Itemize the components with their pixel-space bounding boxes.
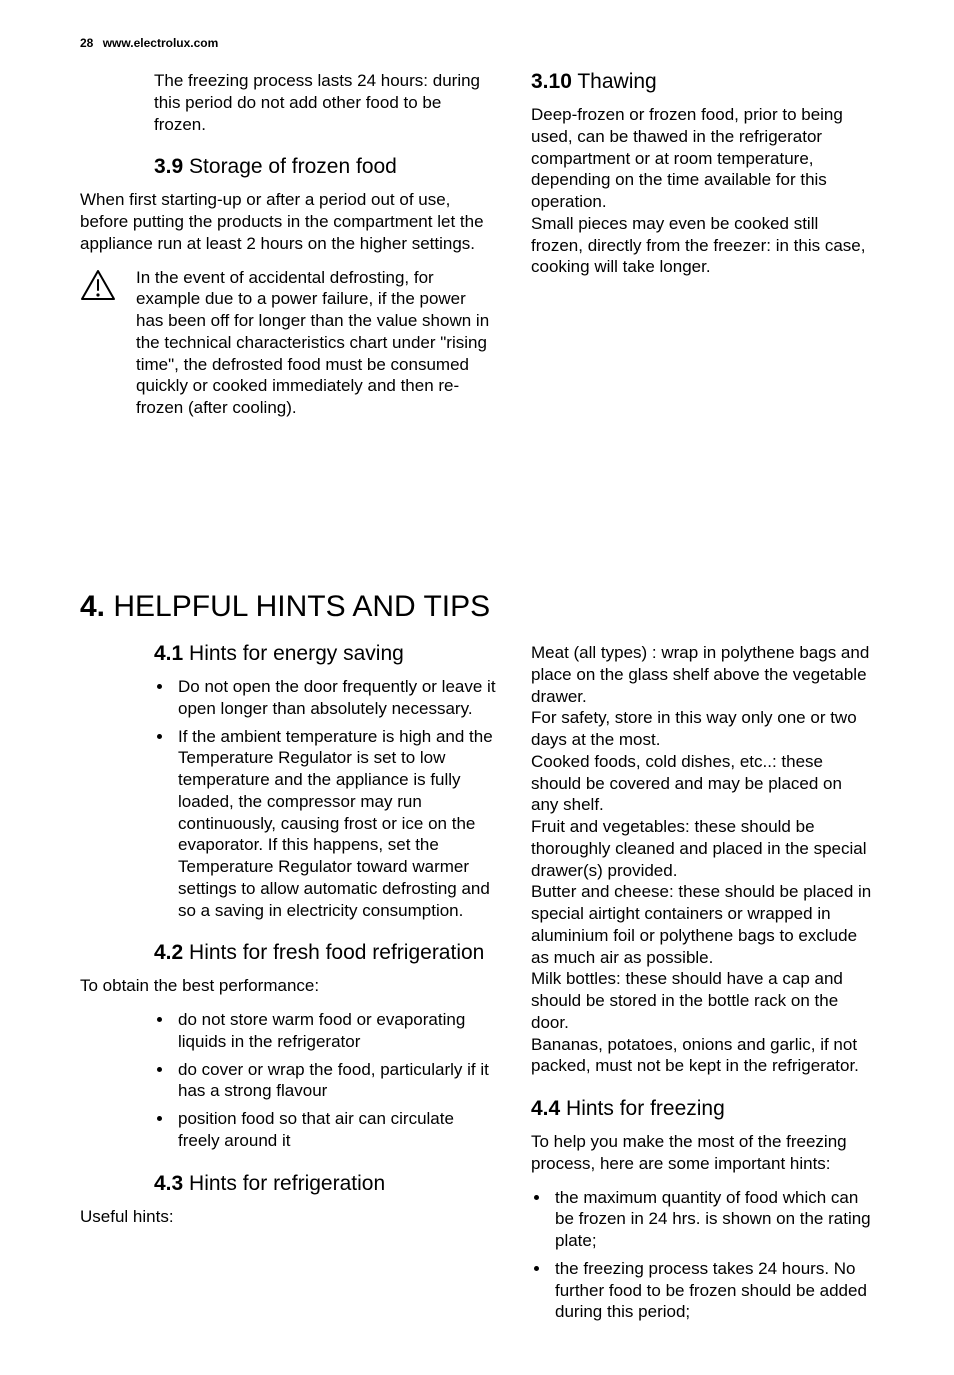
para-milk: Milk bottles: these should have a cap an… [531,968,874,1033]
page-header: 28 www.electrolux.com [80,36,874,50]
s310-p1: Deep-frozen or frozen food, prior to bei… [531,104,874,213]
heading-4-3-num: 4.3 [154,1172,183,1195]
s42-p1: To obtain the best performance: [80,975,497,997]
heading-3-10-title: Thawing [577,70,656,93]
heading-section-4-title: HELPFUL HINTS AND TIPS [113,590,490,623]
list-item: position food so that air can circulate … [174,1108,497,1152]
para-safety: For safety, store in this way only one o… [531,707,874,751]
para-meat: Meat (all types) : wrap in polythene bag… [531,642,874,707]
s42-bullets: do not store warm food or evaporating li… [154,1009,497,1152]
freezing-intro: The freezing process lasts 24 hours: dur… [154,70,497,135]
heading-4-2-title: Hints for fresh food refrigeration [189,941,484,964]
heading-4-2-num: 4.2 [154,941,183,964]
heading-section-4-num: 4. [80,590,105,623]
top-left-column: The freezing process lasts 24 hours: dur… [80,70,497,550]
para-bananas: Bananas, potatoes, onions and garlic, if… [531,1034,874,1078]
s44-bullets: the maximum quantity of food which can b… [531,1187,874,1324]
s44-p1: To help you make the most of the freezin… [531,1131,874,1175]
list-item: do not store warm food or evaporating li… [174,1009,497,1053]
heading-4-1-num: 4.1 [154,642,183,665]
list-item: If the ambient temperature is high and t… [174,726,497,922]
bottom-right-column: Meat (all types) : wrap in polythene bag… [531,642,874,1335]
top-columns: The freezing process lasts 24 hours: dur… [80,70,874,550]
bottom-columns: 4.1 Hints for energy saving Do not open … [80,642,874,1335]
para-butter: Butter and cheese: these should be place… [531,881,874,968]
warning-text: In the event of accidental defrosting, f… [136,267,497,419]
heading-4-1-title: Hints for energy saving [189,642,404,665]
s43-p1: Useful hints: [80,1206,497,1228]
s41-bullets: Do not open the door frequently or leave… [154,676,497,921]
heading-4-4-title: Hints for freezing [566,1097,725,1120]
list-item: the maximum quantity of food which can b… [551,1187,874,1252]
heading-4-3: 4.3 Hints for refrigeration [154,1172,497,1196]
heading-3-10-num: 3.10 [531,70,572,93]
list-item: the freezing process takes 24 hours. No … [551,1258,874,1323]
heading-4-4-num: 4.4 [531,1097,560,1120]
heading-4-1: 4.1 Hints for energy saving [154,642,497,666]
page-number: 28 [80,36,93,50]
header-site: www.electrolux.com [103,36,219,50]
heading-4-2: 4.2 Hints for fresh food refrigeration [154,941,497,965]
para-cooked: Cooked foods, cold dishes, etc..: these … [531,751,874,816]
warning-icon [80,269,116,306]
heading-3-9-num: 3.9 [154,155,183,178]
top-right-column: 3.10 Thawing Deep-frozen or frozen food,… [531,70,874,550]
heading-4-3-title: Hints for refrigeration [189,1172,385,1195]
para-fruit: Fruit and vegetables: these should be th… [531,816,874,881]
heading-section-4: 4. HELPFUL HINTS AND TIPS [80,590,874,624]
list-item: Do not open the door frequently or leave… [174,676,497,720]
warning-block: In the event of accidental defrosting, f… [80,267,497,419]
bottom-left-column: 4.1 Hints for energy saving Do not open … [80,642,497,1335]
heading-4-4: 4.4 Hints for freezing [531,1097,874,1121]
heading-3-10: 3.10 Thawing [531,70,874,94]
heading-3-9: 3.9 Storage of frozen food [154,155,497,179]
list-item: do cover or wrap the food, particularly … [174,1059,497,1103]
s39-p1: When first starting-up or after a period… [80,189,497,254]
document-page: 28 www.electrolux.com The freezing proce… [0,0,954,1375]
s310-p2: Small pieces may even be cooked still fr… [531,213,874,278]
heading-3-9-title: Storage of frozen food [189,155,397,178]
